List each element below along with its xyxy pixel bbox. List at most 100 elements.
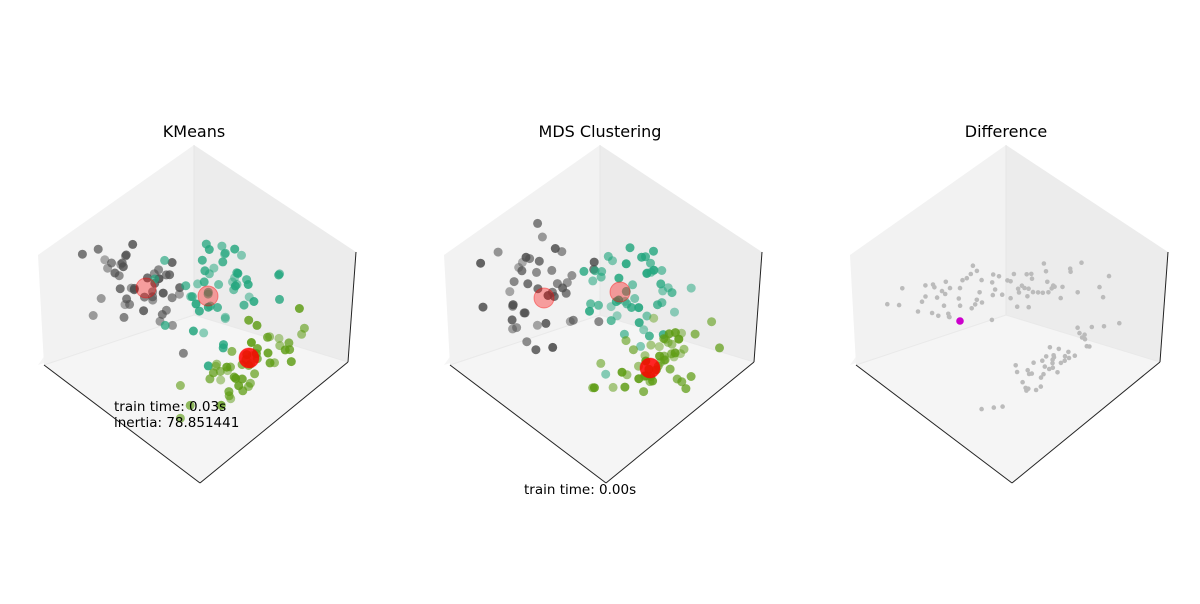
cluster-a-point <box>167 258 177 267</box>
cluster-c-point <box>286 357 296 367</box>
cluster-a-point <box>161 270 171 280</box>
cluster-c-point <box>222 362 232 372</box>
cluster-a-point <box>565 317 575 326</box>
cluster-b-point <box>634 318 644 328</box>
cluster-c-point <box>175 413 185 423</box>
difference-point <box>996 274 1002 279</box>
cluster-a-point <box>531 345 541 355</box>
panel-0-x-axis-line <box>43 364 201 484</box>
difference-point <box>896 302 902 308</box>
cluster-b-point <box>275 269 285 279</box>
cluster-a-point <box>534 256 544 266</box>
difference-point <box>1060 284 1065 290</box>
difference-point <box>968 271 974 277</box>
difference-point <box>1045 279 1050 285</box>
cluster-a-point <box>519 308 529 318</box>
cluster-b-point <box>601 369 611 379</box>
mds-train-time-label: train time: 0.00s <box>524 482 636 498</box>
panel-2-z-axis-line <box>1159 251 1169 363</box>
panel-2-back-right-wall <box>1006 145 1168 362</box>
difference-point <box>1089 324 1095 330</box>
cluster-c-point <box>244 315 254 325</box>
cluster-b-point <box>594 300 603 310</box>
difference-point <box>936 313 941 319</box>
difference-point <box>1049 286 1054 291</box>
difference-point <box>991 405 997 410</box>
cluster-c-point <box>608 382 618 392</box>
cluster-a-point <box>96 294 106 303</box>
cluster-b-point <box>275 294 284 304</box>
cluster-a-point <box>523 279 533 289</box>
difference-point <box>1026 286 1031 292</box>
cluster-b-point <box>220 312 230 322</box>
panel-0-back-left-wall <box>38 145 194 365</box>
difference-point <box>1106 273 1112 279</box>
cluster-b-point <box>188 326 198 336</box>
difference-point <box>1055 370 1060 375</box>
cluster-c-point <box>665 364 675 374</box>
cluster-a-point <box>142 273 152 283</box>
cluster-c-point <box>224 387 234 397</box>
mismatched-point <box>956 317 964 325</box>
difference-point <box>1043 354 1049 359</box>
centroid-marker <box>135 277 157 299</box>
difference-point <box>1029 371 1035 376</box>
cluster-a-point <box>121 251 130 261</box>
cluster-a-point <box>148 292 158 302</box>
difference-point <box>946 311 951 317</box>
difference-point <box>929 310 935 316</box>
cluster-a-point <box>517 257 527 267</box>
difference-point <box>947 285 953 291</box>
difference-point <box>1025 367 1030 373</box>
difference-point <box>956 296 962 301</box>
cluster-c-point <box>715 343 724 353</box>
mds-clustering-panel <box>444 145 763 484</box>
kmeans-train-time-label: train time: 0.03s <box>114 399 226 415</box>
difference-point <box>1016 290 1022 295</box>
cluster-b-point <box>218 343 228 353</box>
cluster-a-point <box>158 288 168 298</box>
cluster-c-point <box>234 381 244 391</box>
cluster-a-point <box>543 291 553 300</box>
cluster-a-point <box>522 337 532 347</box>
cluster-c-point <box>628 345 638 355</box>
difference-point <box>1072 353 1078 359</box>
mds-clustering-title: MDS Clustering <box>539 122 662 141</box>
difference-point <box>1097 284 1102 290</box>
difference-point <box>943 279 949 285</box>
cluster-b-point <box>203 361 213 371</box>
cluster-a-point <box>533 218 543 228</box>
difference-point <box>1068 269 1073 275</box>
cluster-b-point <box>622 299 632 309</box>
cluster-c-point <box>226 394 236 404</box>
cluster-c-point <box>245 378 255 388</box>
cluster-b-point <box>194 306 204 316</box>
cluster-a-point <box>174 289 184 299</box>
cluster-a-point <box>594 317 604 327</box>
centroid-marker <box>533 287 555 309</box>
cluster-c-point <box>274 333 284 343</box>
difference-point <box>1033 387 1039 393</box>
difference-point <box>957 303 963 309</box>
cluster-c-point <box>654 342 664 352</box>
cluster-b-point <box>644 331 654 341</box>
cluster-a-point <box>525 254 535 264</box>
cluster-b-point <box>579 266 589 276</box>
cluster-c-point <box>677 328 686 338</box>
cluster-b-point <box>191 299 201 309</box>
cluster-c-point <box>185 400 195 410</box>
cluster-c-point <box>690 329 700 339</box>
cluster-b-point <box>586 299 596 309</box>
cluster-a-point <box>167 293 177 303</box>
cluster-a-point <box>77 249 87 259</box>
difference-point <box>1046 290 1051 295</box>
cluster-c-point <box>620 382 630 392</box>
panel-0-floor <box>44 315 348 483</box>
cluster-a-point <box>507 315 517 325</box>
difference-point <box>1038 384 1044 389</box>
cluster-b-point <box>230 244 240 254</box>
panel-0-back-right-wall <box>194 145 356 362</box>
difference-point <box>960 277 965 283</box>
difference-title: Difference <box>965 122 1047 141</box>
